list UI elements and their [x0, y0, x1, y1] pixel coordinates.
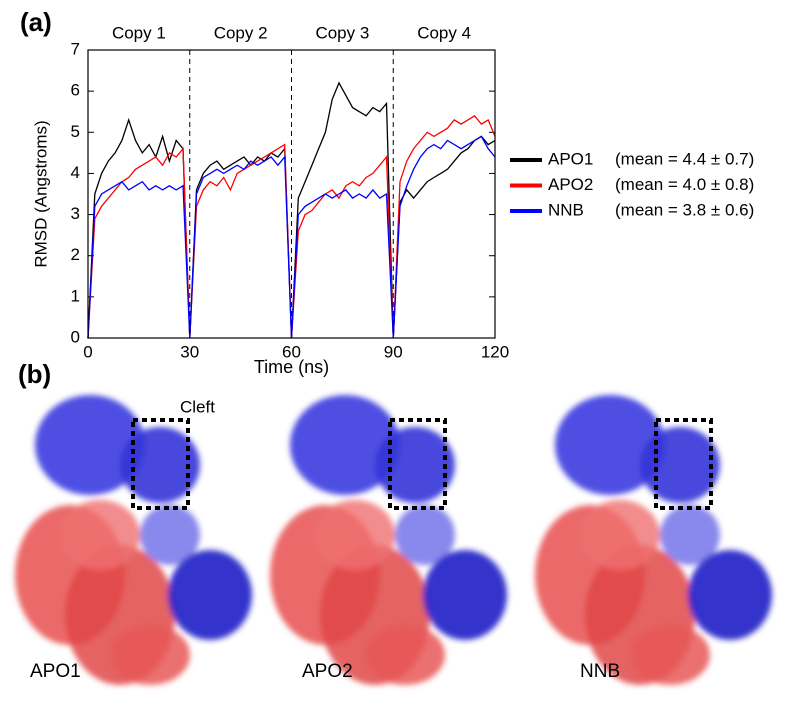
panel-label: (b) [18, 359, 51, 389]
structure-label: APO1 [30, 661, 81, 682]
series-line [87, 81, 496, 339]
panel-label: (a) [20, 7, 52, 37]
legend-note: (mean = 4.0 ± 0.8) [615, 175, 754, 194]
section-label: Copy 3 [315, 23, 369, 42]
legend-label: APO1 [548, 149, 593, 168]
x-tick-label: 120 [481, 342, 509, 361]
x-tick-label: 60 [282, 342, 301, 361]
annotation: Cleft [180, 397, 215, 416]
y-tick-label: 6 [71, 81, 80, 100]
structure-label: APO2 [302, 661, 353, 682]
cleft-box [388, 418, 447, 510]
legend-note: (mean = 4.4 ± 0.7) [615, 149, 754, 168]
section-label: Copy 1 [112, 23, 166, 42]
structure-label: NNB [580, 661, 620, 682]
legend-label: APO2 [548, 175, 593, 194]
y-axis-label: RMSD (Angstroms) [31, 120, 50, 267]
y-tick-label: 2 [71, 245, 80, 264]
plot: 0 1 2 3 4 5 6 7 0 30 60 90 120 APO1 (mean = 4.4 ± 0.7)… [31, 23, 754, 376]
x-tick-label: 90 [384, 342, 403, 361]
structure-image [270, 395, 507, 685]
section-label: Copy 4 [417, 23, 471, 42]
x-axis-label: Time (ns) [254, 357, 329, 377]
plot-frame [87, 49, 496, 339]
cleft-box [131, 418, 190, 510]
y-tick-label: 3 [71, 204, 80, 223]
series-line [87, 135, 496, 339]
x-tick-label: 0 [83, 342, 92, 361]
x-tick-label: 30 [180, 342, 199, 361]
legend-label: NNB [548, 200, 584, 219]
legend-note: (mean = 3.8 ± 0.6) [615, 200, 754, 219]
y-tick-label: 4 [71, 163, 80, 182]
y-tick-label: 7 [71, 39, 80, 58]
section-label: Copy 2 [214, 23, 268, 42]
y-tick-label: 0 [71, 327, 80, 346]
cleft-box [654, 418, 713, 510]
y-tick-label: 5 [71, 122, 80, 141]
structure-image [535, 395, 772, 685]
structure-image [15, 395, 252, 685]
y-tick-label: 1 [71, 286, 80, 305]
